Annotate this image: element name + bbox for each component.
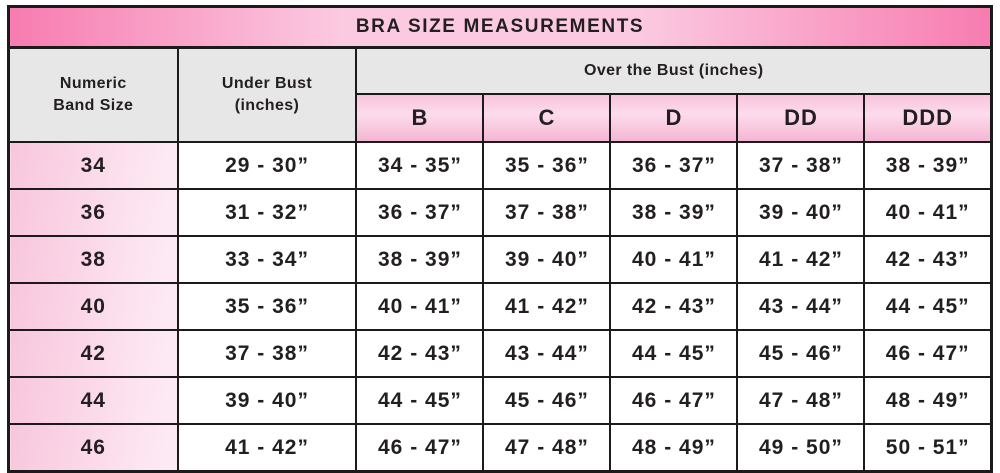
cup-measurement-cell: 36 - 37” [609, 141, 739, 190]
cup-measurement-cell: 43 - 44” [482, 329, 612, 378]
cup-measurement-cell: 40 - 41” [609, 235, 739, 284]
table-row: 44 39 - 40” 44 - 45” 45 - 46” 46 - 47” 47 - 4… [7, 376, 993, 425]
under-bust-cell: 33 - 34” [176, 235, 358, 284]
cup-measurement-cell: 36 - 37” [355, 188, 485, 237]
cup-measurement-cell: 38 - 39” [355, 235, 485, 284]
under-bust-cell: 41 - 42” [176, 423, 358, 473]
cup-measurement-cell: 50 - 51” [863, 423, 993, 473]
band-size-cell: 38 [7, 235, 179, 284]
col-header-band-size: Numeric Band Size [7, 46, 179, 143]
title-row: BRA SIZE MEASUREMENTS [7, 5, 993, 49]
under-bust-cell: 31 - 32” [176, 188, 358, 237]
cup-measurement-cell: 41 - 42” [482, 282, 612, 331]
band-size-cell: 44 [7, 376, 179, 425]
band-size-cell: 46 [7, 423, 179, 473]
cup-measurement-cell: 42 - 43” [355, 329, 485, 378]
cup-measurement-cell: 39 - 40” [482, 235, 612, 284]
band-size-cell: 40 [7, 282, 179, 331]
cup-measurement-cell: 40 - 41” [355, 282, 485, 331]
cup-measurement-cell: 47 - 48” [736, 376, 866, 425]
table-title: BRA SIZE MEASUREMENTS [7, 5, 993, 49]
header-row: Numeric Band Size Under Bust (inches) Ov… [7, 46, 993, 143]
cup-measurement-cell: 44 - 45” [863, 282, 993, 331]
cup-measurement-cell: 42 - 43” [609, 282, 739, 331]
col-header-over-bust: Over the Bust (inches) [355, 46, 993, 95]
cup-header-dd: DD [736, 93, 866, 143]
bra-size-table: BRA SIZE MEASUREMENTS Numeric Band Size … [7, 5, 993, 473]
cup-measurement-cell: 42 - 43” [863, 235, 993, 284]
cup-measurement-cell: 35 - 36” [482, 141, 612, 190]
cup-header-ddd: DDD [863, 93, 993, 143]
under-bust-cell: 29 - 30” [176, 141, 358, 190]
cup-measurement-cell: 37 - 38” [482, 188, 612, 237]
cup-measurement-cell: 44 - 45” [609, 329, 739, 378]
cup-measurement-cell: 39 - 40” [736, 188, 866, 237]
cup-measurement-cell: 37 - 38” [736, 141, 866, 190]
cup-measurement-cell: 46 - 47” [863, 329, 993, 378]
cup-measurement-cell: 38 - 39” [863, 141, 993, 190]
cup-measurement-cell: 45 - 46” [736, 329, 866, 378]
cup-measurement-cell: 49 - 50” [736, 423, 866, 473]
cup-measurement-cell: 43 - 44” [736, 282, 866, 331]
table-row: 46 41 - 42” 46 - 47” 47 - 48” 48 - 49” 49 - 5… [7, 423, 993, 473]
cup-measurement-cell: 45 - 46” [482, 376, 612, 425]
cup-measurement-cell: 46 - 47” [609, 376, 739, 425]
table-row: 42 37 - 38” 42 - 43” 43 - 44” 44 - 45” 45 - 4… [7, 329, 993, 378]
col-header-under-bust: Under Bust (inches) [176, 46, 358, 143]
under-bust-cell: 39 - 40” [176, 376, 358, 425]
table-row: 36 31 - 32” 36 - 37” 37 - 38” 38 - 39” 39 - 4… [7, 188, 993, 237]
cup-measurement-cell: 40 - 41” [863, 188, 993, 237]
cup-measurement-cell: 44 - 45” [355, 376, 485, 425]
cup-measurement-cell: 34 - 35” [355, 141, 485, 190]
cup-header-c: C [482, 93, 612, 143]
table-row: 38 33 - 34” 38 - 39” 39 - 40” 40 - 41” 41 - 4… [7, 235, 993, 284]
cup-measurement-cell: 38 - 39” [609, 188, 739, 237]
band-size-cell: 34 [7, 141, 179, 190]
cup-measurement-cell: 48 - 49” [609, 423, 739, 473]
table-row: 40 35 - 36” 40 - 41” 41 - 42” 42 - 43” 43 - 4… [7, 282, 993, 331]
band-size-cell: 36 [7, 188, 179, 237]
band-size-cell: 42 [7, 329, 179, 378]
cup-header-b: B [355, 93, 485, 143]
under-bust-cell: 37 - 38” [176, 329, 358, 378]
cup-header-d: D [609, 93, 739, 143]
under-bust-cell: 35 - 36” [176, 282, 358, 331]
cup-measurement-cell: 46 - 47” [355, 423, 485, 473]
cup-measurement-cell: 41 - 42” [736, 235, 866, 284]
cup-measurement-cell: 47 - 48” [482, 423, 612, 473]
cup-header-row: B C D DD DDD [9, 93, 993, 143]
table-row: 34 29 - 30” 34 - 35” 35 - 36” 36 - 37” 37 - 3… [7, 141, 993, 190]
cup-measurement-cell: 48 - 49” [863, 376, 993, 425]
